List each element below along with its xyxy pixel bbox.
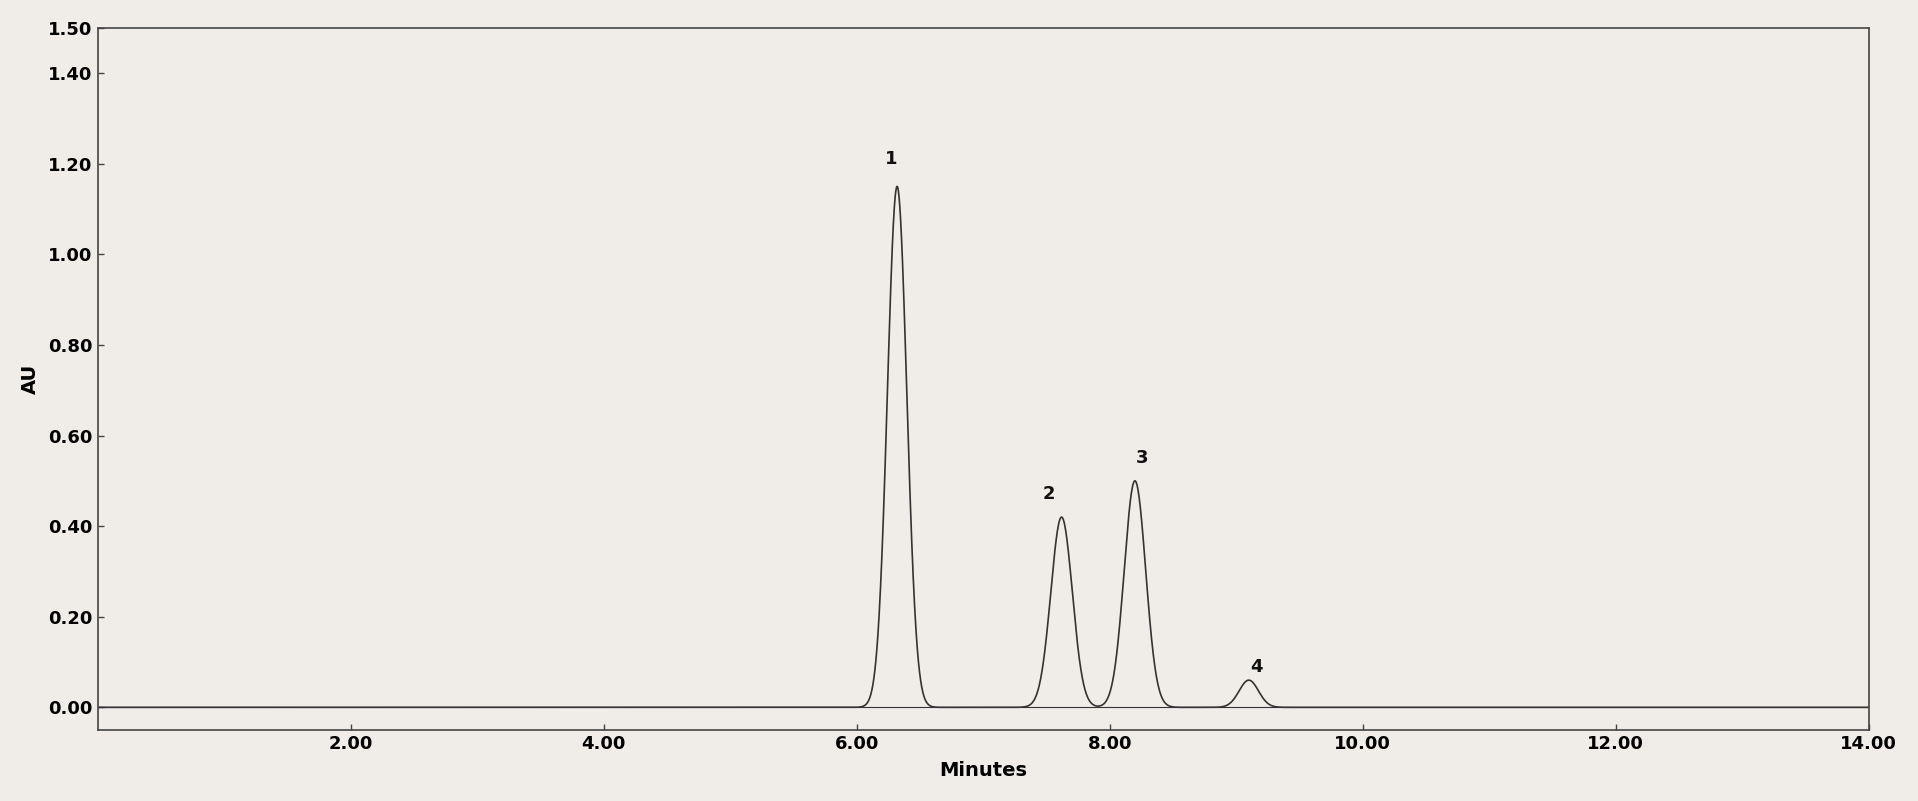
- Text: 3: 3: [1135, 449, 1149, 467]
- Y-axis label: AU: AU: [21, 364, 40, 394]
- Text: 2: 2: [1043, 485, 1055, 504]
- Text: 4: 4: [1251, 658, 1262, 675]
- X-axis label: Minutes: Minutes: [940, 761, 1028, 780]
- Text: 1: 1: [884, 151, 898, 168]
